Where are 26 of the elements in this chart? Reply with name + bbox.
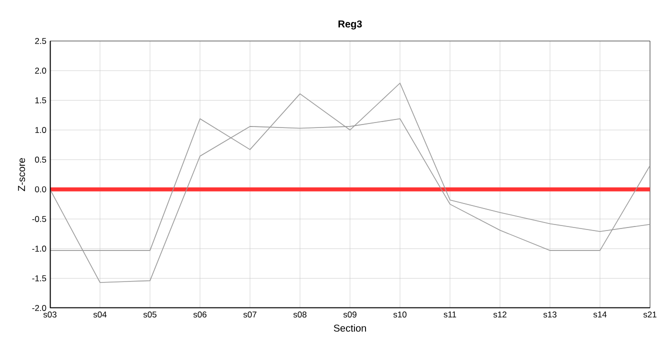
x-tick-label: s14 [593, 312, 607, 318]
y-axis-title: Z-score [18, 158, 26, 192]
y-tick-label: 1.0 [35, 127, 46, 133]
x-tick-label: s05 [143, 312, 156, 318]
x-tick-label: s06 [193, 312, 206, 318]
x-tick-label: s12 [493, 312, 506, 318]
y-tick-label: -1.5 [32, 275, 46, 282]
x-tick-label: s04 [93, 312, 107, 318]
x-axis-title: Section [334, 324, 366, 332]
y-tick-label: -2.0 [32, 305, 46, 311]
x-tick-label: s11 [444, 312, 456, 318]
x-tick-label: s13 [543, 312, 556, 318]
x-tick-label: s07 [243, 312, 256, 318]
x-tick-label: s08 [293, 312, 306, 318]
x-tick-label: s21 [643, 312, 656, 318]
x-tick-label: s03 [43, 312, 56, 318]
y-tick-label: 0.5 [35, 156, 46, 163]
y-tick-label: -0.5 [32, 216, 46, 222]
y-tick-label: -1.0 [32, 246, 46, 252]
chart-title: Reg3 [338, 20, 362, 30]
x-tick-label: s10 [393, 312, 406, 318]
y-tick-label: 2.0 [35, 68, 46, 74]
y-tick-label: 1.5 [35, 97, 46, 104]
y-tick-label: 0.0 [35, 186, 46, 192]
x-tick-label: s09 [343, 312, 356, 318]
y-tick-label: 2.5 [35, 38, 46, 44]
